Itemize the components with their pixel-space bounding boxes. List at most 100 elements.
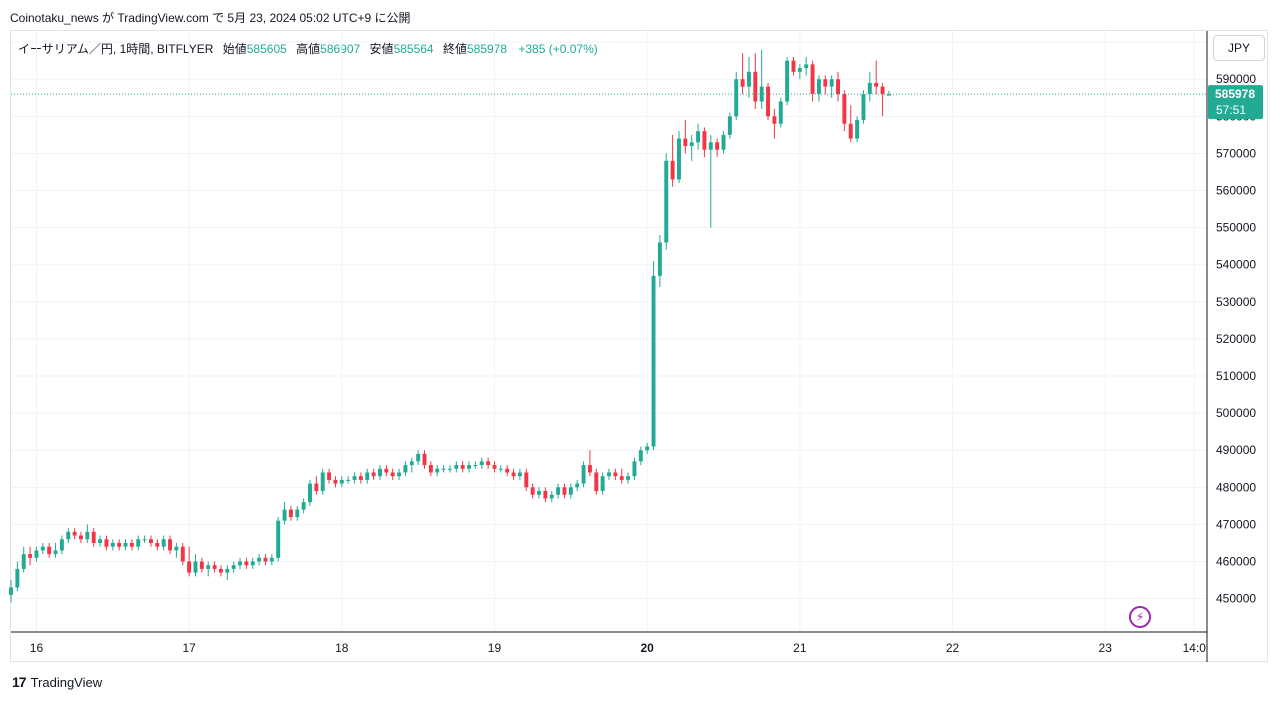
candle <box>505 465 510 477</box>
candle <box>804 56 809 76</box>
candle <box>390 468 395 480</box>
candle <box>721 131 726 154</box>
candle-body <box>855 120 860 139</box>
candle-body <box>556 487 561 495</box>
price-tick-label: 500000 <box>1216 406 1256 420</box>
candle-body <box>422 453 427 466</box>
candle-body <box>40 546 45 551</box>
candle-body <box>549 494 554 499</box>
candle <box>861 90 866 124</box>
candle <box>575 479 580 492</box>
candle-body <box>276 520 281 558</box>
candle <box>59 535 64 555</box>
high-label: 高値 <box>296 42 321 56</box>
candle-body <box>721 134 726 150</box>
candle-body <box>288 509 293 517</box>
candle-body <box>66 531 71 540</box>
candle-body <box>861 94 866 121</box>
candle-body <box>352 476 357 480</box>
candle-body <box>848 123 853 139</box>
candle <box>206 561 211 577</box>
candle <box>428 461 433 477</box>
candle <box>9 580 13 603</box>
candle-body <box>174 546 179 551</box>
candle-body <box>193 561 198 573</box>
candle <box>855 116 860 143</box>
candle-body <box>683 138 688 147</box>
candle-body <box>568 487 573 495</box>
candle-body <box>136 539 141 547</box>
candle <box>308 479 312 506</box>
candle <box>378 465 382 480</box>
candle <box>110 539 115 551</box>
candle <box>823 75 828 95</box>
candle-body <box>594 472 599 492</box>
candle-body <box>206 565 211 569</box>
candle <box>28 546 33 566</box>
candle <box>142 535 147 543</box>
candle <box>416 450 421 466</box>
time-tick-label: 18 <box>335 641 349 655</box>
candle <box>187 546 192 577</box>
candle <box>98 535 103 547</box>
close-value: 585978 <box>466 42 508 56</box>
price-tag <box>1208 85 1263 120</box>
candle-body <box>155 542 160 547</box>
candle-body <box>91 531 96 543</box>
candle <box>664 153 669 250</box>
candle <box>174 542 179 558</box>
candle-body <box>607 472 611 477</box>
candle <box>365 468 370 484</box>
candle <box>797 64 802 80</box>
candle <box>708 134 713 228</box>
time-tick-label: 20 <box>640 641 654 655</box>
candle-body <box>231 565 236 569</box>
candle <box>155 539 160 551</box>
footer-brand[interactable]: 17 TradingView <box>12 674 102 690</box>
candle <box>836 71 840 102</box>
candle-body <box>397 472 402 477</box>
candle <box>422 450 427 469</box>
candle <box>339 476 344 488</box>
candle-body <box>358 476 363 480</box>
candle-body <box>473 465 478 467</box>
candle-body <box>460 465 465 469</box>
candle <box>85 524 90 543</box>
price-tick-label: 570000 <box>1216 146 1256 160</box>
time-axis[interactable]: 16 17 18 19 20 21 22 23 14:0 <box>11 631 1207 655</box>
candle <box>645 442 650 454</box>
price-axis[interactable]: 450000 460000 470000 480000 490000 500000 5100… <box>1206 31 1256 662</box>
price-tick-label: 540000 <box>1216 258 1256 272</box>
candle <box>447 465 452 473</box>
candle <box>40 542 45 555</box>
candle-body <box>161 539 166 547</box>
candle <box>53 542 58 558</box>
candle <box>880 82 885 117</box>
candle <box>441 465 446 473</box>
candle-body <box>804 64 809 69</box>
candle-body <box>117 542 122 547</box>
candle <box>562 483 567 499</box>
flash-icon[interactable]: ⚡ <box>1129 606 1151 628</box>
candle <box>524 468 529 492</box>
brand-name: TradingView <box>30 674 103 690</box>
candle <box>537 487 541 499</box>
candle-body <box>874 82 879 87</box>
candle <box>549 491 554 503</box>
publish-info: Coinotaku_news が TradingView.com で 5月 23… <box>10 11 411 25</box>
candle-body <box>320 472 325 492</box>
candle-body <box>390 472 395 477</box>
candle <box>740 53 745 95</box>
candle-body <box>104 539 109 547</box>
symbol-name[interactable]: イーサリアム／円, 1時間, BITFLYER <box>18 42 214 56</box>
candle-body <box>327 472 332 480</box>
candle-body <box>467 465 472 469</box>
currency-button[interactable]: JPY <box>1213 35 1265 61</box>
candle-body <box>645 446 650 451</box>
candle <box>746 56 751 98</box>
open-value: 585605 <box>246 42 287 56</box>
candle <box>136 535 141 551</box>
candle-body <box>766 86 771 117</box>
candle-body <box>28 554 33 558</box>
